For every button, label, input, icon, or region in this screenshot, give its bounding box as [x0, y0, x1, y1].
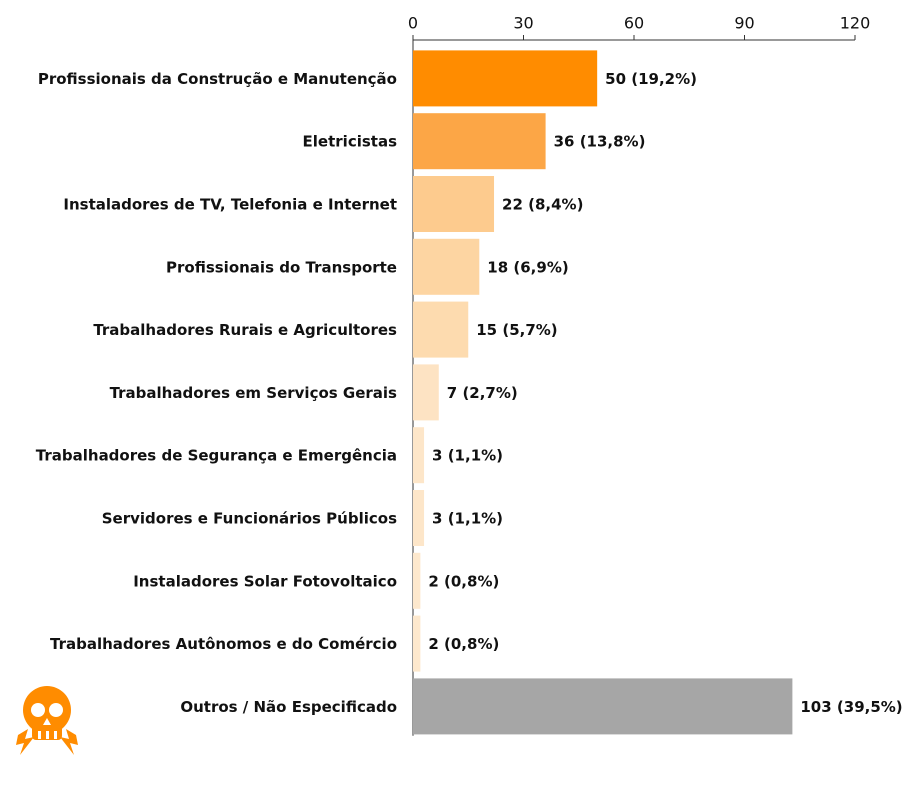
bar	[413, 678, 793, 735]
value-label: 18 (6,9%)	[487, 258, 568, 276]
y-tick-label: Instaladores Solar Fotovoltaico	[133, 572, 397, 590]
skull-icon	[16, 686, 78, 755]
bar	[413, 301, 469, 358]
bar	[413, 50, 598, 107]
x-tick-label: 90	[734, 14, 754, 33]
value-label: 103 (39,5%)	[800, 698, 902, 716]
x-tick-label: 0	[408, 14, 418, 33]
bar	[413, 490, 425, 546]
y-tick-label: Trabalhadores Autônomos e do Comércio	[50, 635, 397, 653]
y-tick-label: Servidores e Funcionários Públicos	[102, 510, 397, 528]
value-label: 36 (13,8%)	[554, 133, 646, 151]
y-tick-label: Profissionais do Transporte	[166, 258, 397, 276]
bar	[413, 552, 421, 609]
y-tick-label: Trabalhadores Rurais e Agricultores	[93, 321, 397, 339]
y-tick-label: Profissionais da Construção e Manutenção	[38, 70, 397, 88]
value-label: 2 (0,8%)	[428, 635, 499, 653]
y-tick-label: Trabalhadores de Segurança e Emergência	[36, 447, 397, 465]
value-label: 2 (0,8%)	[428, 572, 499, 590]
bar	[413, 427, 425, 484]
x-tick-label: 120	[840, 14, 871, 33]
value-label: 3 (1,1%)	[432, 510, 503, 528]
value-label: 50 (19,2%)	[605, 70, 697, 88]
bar	[413, 176, 495, 232]
x-tick-label: 60	[624, 14, 644, 33]
value-label: 22 (8,4%)	[502, 196, 583, 214]
value-label: 3 (1,1%)	[432, 447, 503, 465]
bar	[413, 615, 421, 672]
bar	[413, 364, 439, 421]
value-label: 15 (5,7%)	[476, 321, 557, 339]
y-tick-label: Outros / Não Especificado	[180, 698, 397, 716]
x-tick-label: 30	[513, 14, 533, 33]
y-tick-label: Instaladores de TV, Telefonia e Internet	[63, 196, 397, 214]
bar	[413, 113, 546, 170]
value-label: 7 (2,7%)	[447, 384, 518, 402]
y-tick-label: Trabalhadores em Serviços Gerais	[110, 384, 397, 402]
y-tick-label: Eletricistas	[303, 133, 398, 151]
bar	[413, 238, 480, 295]
